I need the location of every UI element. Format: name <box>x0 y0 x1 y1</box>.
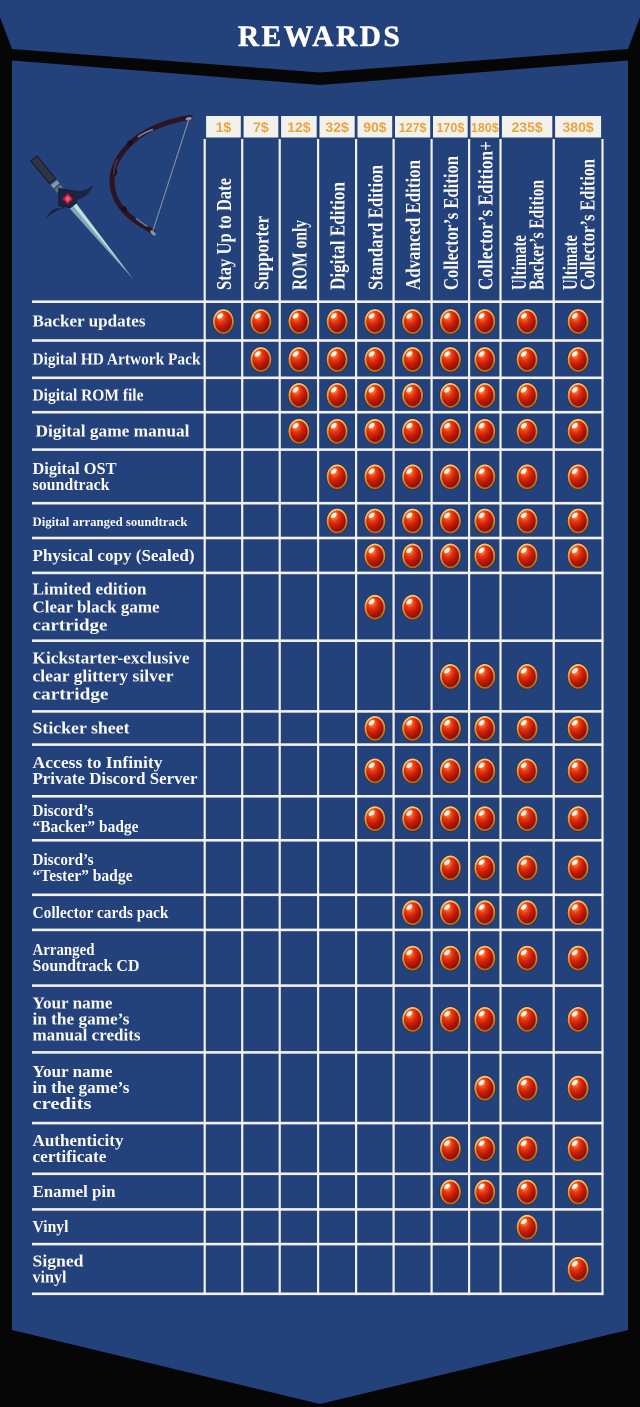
svg-text:Signed: Signed <box>33 1251 84 1270</box>
svg-text:Physical copy (Sealed): Physical copy (Sealed) <box>33 546 195 565</box>
svg-text:Standard Edition: Standard Edition <box>363 165 387 290</box>
svg-text:credits: credits <box>33 1094 93 1113</box>
svg-text:380$: 380$ <box>563 119 594 135</box>
svg-text:Sticker sheet: Sticker sheet <box>33 719 131 738</box>
svg-text:soundtrack: soundtrack <box>33 475 111 494</box>
svg-text:Digital game manual: Digital game manual <box>36 421 190 440</box>
svg-text:Enamel pin: Enamel pin <box>33 1182 116 1201</box>
svg-text:Authenticity: Authenticity <box>33 1131 125 1150</box>
svg-text:Stay Up to Date: Stay Up to Date <box>212 178 236 290</box>
svg-text:manual credits: manual credits <box>33 1026 142 1045</box>
svg-text:Collector’s Edition+: Collector’s Edition+ <box>473 141 497 290</box>
svg-text:Vinyl: Vinyl <box>33 1217 69 1236</box>
svg-text:ROM only: ROM only <box>287 220 311 290</box>
svg-text:“Backer” badge: “Backer” badge <box>33 817 139 836</box>
svg-text:Advanced Edition: Advanced Edition <box>401 160 425 290</box>
svg-text:REWARDS: REWARDS <box>238 21 402 53</box>
svg-text:Collector’s Edition: Collector’s Edition <box>575 159 599 290</box>
svg-text:Backer updates: Backer updates <box>33 312 147 331</box>
svg-text:in the game’s: in the game’s <box>33 1010 131 1029</box>
svg-text:cartridge: cartridge <box>33 615 108 634</box>
svg-text:Private Discord Server: Private Discord Server <box>33 769 198 788</box>
svg-text:Discord’s: Discord’s <box>33 850 95 869</box>
svg-text:Digital ROM file: Digital ROM file <box>33 386 144 405</box>
svg-text:Digital OST: Digital OST <box>33 459 117 478</box>
svg-text:Your name: Your name <box>33 994 113 1013</box>
svg-text:Limited edition: Limited edition <box>33 579 147 598</box>
svg-text:cartridge: cartridge <box>33 685 109 704</box>
svg-text:Supporter: Supporter <box>249 216 273 290</box>
svg-text:Kickstarter-exclusive: Kickstarter-exclusive <box>33 649 190 668</box>
svg-text:“Tester” badge: “Tester” badge <box>33 866 133 885</box>
svg-text:90$: 90$ <box>363 119 387 135</box>
svg-text:12$: 12$ <box>287 119 311 135</box>
svg-text:180$: 180$ <box>471 121 499 135</box>
svg-text:certificate: certificate <box>33 1147 107 1166</box>
svg-text:Your name: Your name <box>33 1062 113 1081</box>
svg-text:Arranged: Arranged <box>33 940 95 959</box>
svg-text:vinyl: vinyl <box>33 1267 67 1286</box>
svg-text:Clear black game: Clear black game <box>33 597 160 616</box>
svg-text:1$: 1$ <box>216 119 232 135</box>
svg-text:170$: 170$ <box>436 121 464 135</box>
svg-text:32$: 32$ <box>325 119 349 135</box>
svg-text:Backer’s Edition: Backer’s Edition <box>524 180 548 290</box>
svg-text:Ultimate: Ultimate <box>507 235 531 290</box>
svg-text:Soundtrack CD: Soundtrack CD <box>33 956 140 975</box>
svg-text:127$: 127$ <box>399 121 427 135</box>
svg-text:Digital Edition: Digital Edition <box>326 182 350 290</box>
svg-text:Collector cards pack: Collector cards pack <box>33 903 170 922</box>
svg-text:in the game’s: in the game’s <box>33 1078 131 1097</box>
svg-text:Ultimate: Ultimate <box>558 235 582 290</box>
svg-text:Digital arranged soundtrack: Digital arranged soundtrack <box>33 515 188 529</box>
svg-text:Discord’s: Discord’s <box>33 801 95 820</box>
svg-text:Collector’s Edition: Collector’s Edition <box>439 156 463 290</box>
svg-text:clear glittery silver: clear glittery silver <box>33 667 174 686</box>
svg-text:Digital HD Artwork Pack: Digital HD Artwork Pack <box>33 350 202 369</box>
svg-text:7$: 7$ <box>253 119 269 135</box>
svg-text:Access to Infinity: Access to Infinity <box>33 753 164 772</box>
svg-text:235$: 235$ <box>512 119 543 135</box>
